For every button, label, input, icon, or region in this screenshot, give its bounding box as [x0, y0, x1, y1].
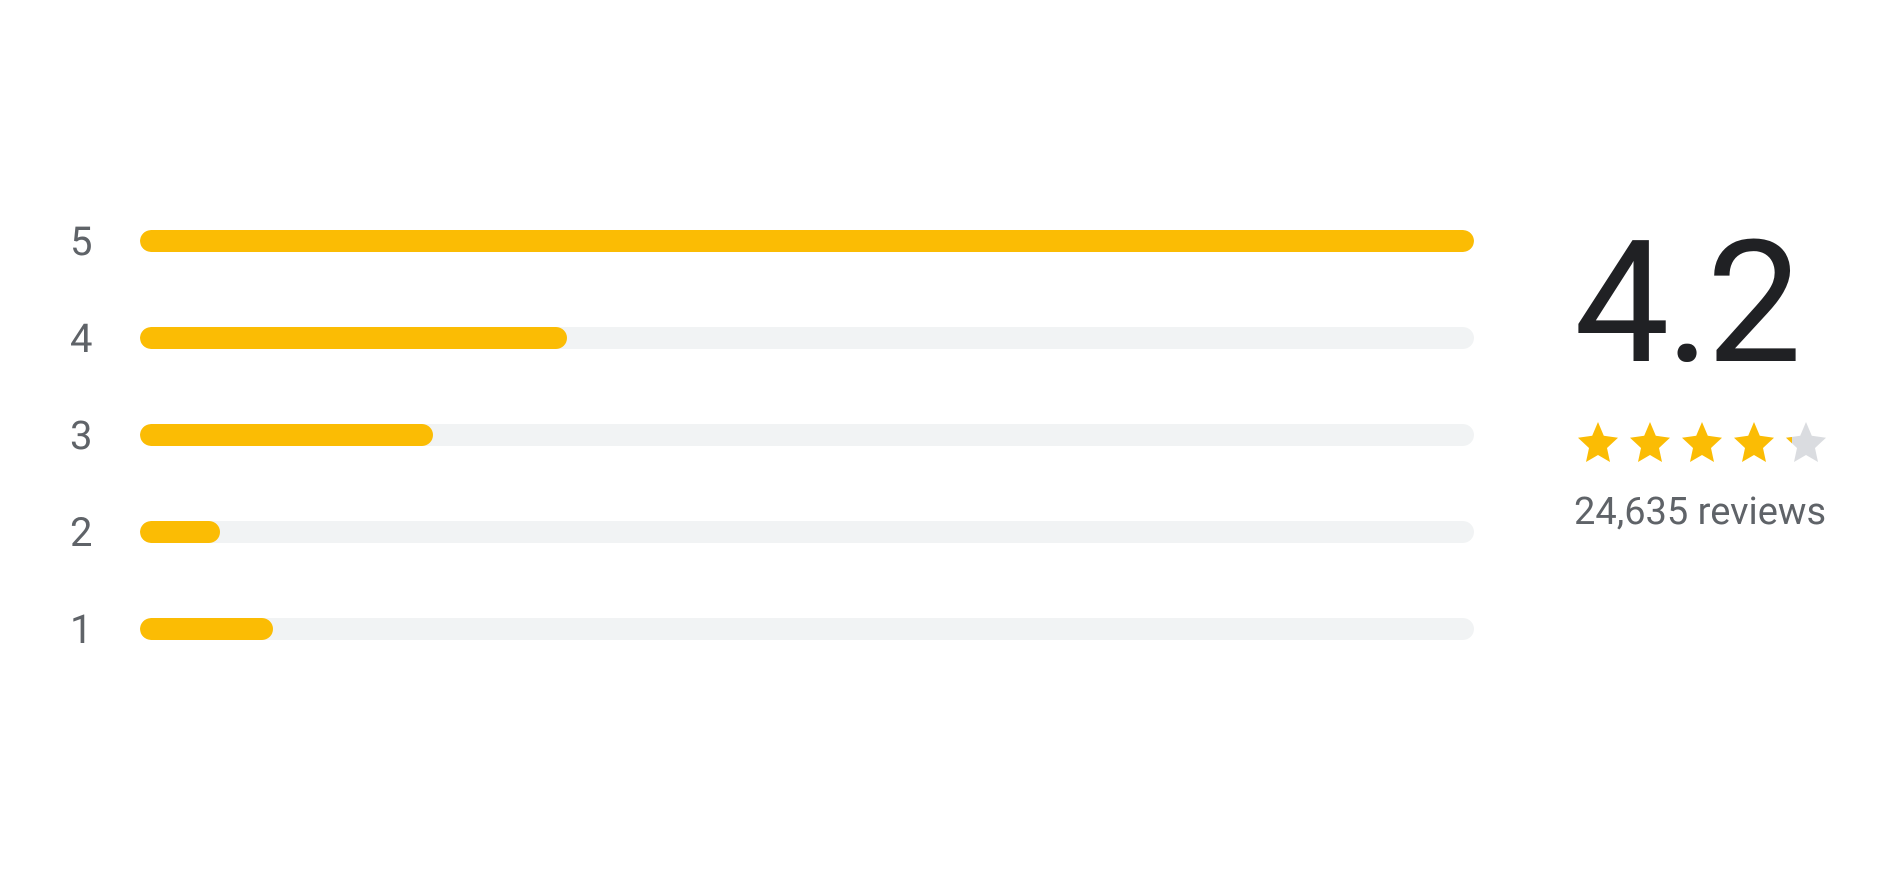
rating-summary-panel: 4.2 24,635 reviews	[1574, 218, 1830, 534]
rating-bar-label: 1	[70, 606, 100, 653]
star-icon	[1730, 418, 1778, 470]
rating-bar-row[interactable]: 5	[70, 218, 1474, 265]
rating-bar-row[interactable]: 2	[70, 509, 1474, 556]
rating-bar-row[interactable]: 4	[70, 315, 1474, 362]
rating-bar-label: 2	[70, 509, 100, 556]
rating-bar-track	[140, 327, 1474, 349]
rating-summary: 5 4 3 2 1 4.2 24,635 reviews	[70, 218, 1830, 653]
rating-bar-fill	[140, 424, 433, 446]
rating-bar-fill	[140, 230, 1474, 252]
rating-bars: 5 4 3 2 1	[70, 218, 1474, 653]
rating-bar-track	[140, 424, 1474, 446]
rating-bar-label: 3	[70, 412, 100, 459]
rating-bar-row[interactable]: 1	[70, 606, 1474, 653]
rating-bar-fill	[140, 327, 567, 349]
rating-value: 4.2	[1574, 218, 1798, 388]
star-icon	[1574, 418, 1622, 470]
star-icon	[1626, 418, 1674, 470]
star-icon	[1678, 418, 1726, 470]
rating-bar-track	[140, 521, 1474, 543]
rating-bar-fill	[140, 618, 273, 640]
rating-bar-track	[140, 230, 1474, 252]
review-count: 24,635 reviews	[1574, 490, 1826, 534]
star-icon	[1782, 418, 1830, 470]
rating-bar-fill	[140, 521, 220, 543]
rating-stars	[1574, 418, 1830, 470]
rating-bar-row[interactable]: 3	[70, 412, 1474, 459]
rating-bar-label: 5	[70, 218, 100, 265]
rating-bar-track	[140, 618, 1474, 640]
rating-bar-label: 4	[70, 315, 100, 362]
